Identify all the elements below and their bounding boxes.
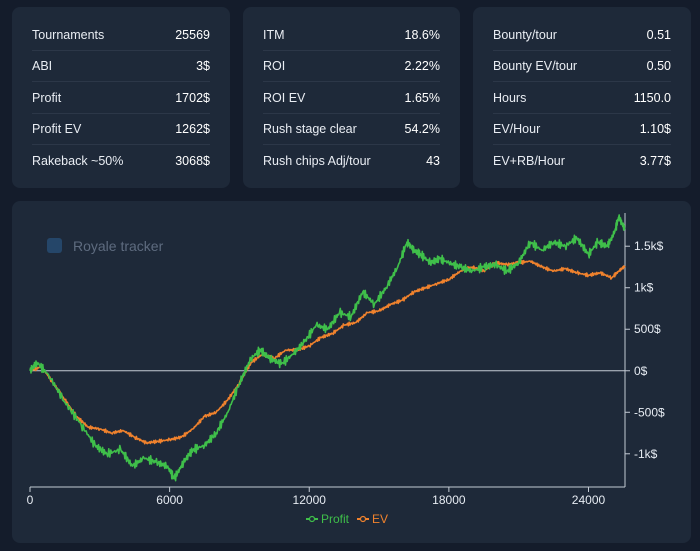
chart-legend: Profit EV — [306, 512, 388, 526]
x-tick-label: 0 — [27, 493, 34, 507]
stat-label: ROI EV — [263, 90, 306, 105]
stat-value: 1150.0 — [633, 90, 671, 105]
stat-label: Rakeback ~50% — [32, 153, 124, 168]
stat-label: Profit EV — [32, 121, 82, 136]
stat-value: 1.65% — [404, 90, 440, 105]
stat-value: 1702$ — [175, 90, 210, 105]
stat-value: 1.10$ — [639, 121, 671, 136]
stats-card-general: Tournaments 25569 ABI 3$ Profit 1702$ Profi… — [12, 7, 230, 188]
stat-row-roi-ev: ROI EV 1.65% — [263, 82, 440, 114]
stat-row-rush-stage: Rush stage clear 54.2% — [263, 113, 440, 145]
stat-row-ev-rb-hour: EV+RB/Hour 3.77$ — [493, 145, 671, 176]
y-tick-label: 1k$ — [634, 281, 654, 295]
stat-row-itm: ITM 18.6% — [263, 19, 440, 51]
stat-row-profit: Profit 1702$ — [32, 82, 210, 114]
stat-row-roi: ROI 2.22% — [263, 50, 440, 82]
x-tick-label: 6000 — [156, 493, 183, 507]
legend-label-profit: Profit — [321, 512, 350, 526]
y-tick-label: 0$ — [634, 364, 648, 378]
stat-label: EV/Hour — [493, 121, 541, 136]
stat-value: 3068$ — [175, 153, 210, 168]
stat-label: Rush chips Adj/tour — [263, 153, 371, 168]
x-tick-label: 18000 — [432, 493, 466, 507]
legend-item-ev[interactable]: EV — [357, 512, 388, 526]
stats-card-roi: ITM 18.6% ROI 2.22% ROI EV 1.65% Rush stage… — [243, 7, 460, 188]
stat-row-rush-chips: Rush chips Adj/tour 43 — [263, 145, 440, 176]
stat-value: 18.6% — [404, 27, 440, 42]
stat-value: 0.51 — [646, 27, 671, 42]
watermark-text: Royale tracker — [73, 238, 164, 254]
stats-card-bounty: Bounty/tour 0.51 Bounty EV/tour 0.50 Hours… — [473, 7, 691, 188]
stat-row-hours: Hours 1150.0 — [493, 82, 671, 114]
stat-row-tournaments: Tournaments 25569 — [32, 19, 210, 51]
legend-item-profit[interactable]: Profit — [306, 512, 350, 526]
profit-chart-card: Royale tracker 0 6000 12000 18000 24000 1.5k$… — [12, 201, 691, 543]
y-tick-label: -1k$ — [634, 447, 658, 461]
x-tick-label: 12000 — [293, 493, 327, 507]
stat-label: ROI — [263, 58, 286, 73]
stat-value: 0.50 — [646, 58, 671, 73]
series-line-ev — [29, 259, 626, 445]
stat-label: Tournaments — [32, 27, 105, 42]
stat-row-bounty-ev: Bounty EV/tour 0.50 — [493, 50, 671, 82]
stat-label: EV+RB/Hour — [493, 153, 565, 168]
stat-label: Bounty EV/tour — [493, 58, 578, 73]
stat-value: 2.22% — [404, 58, 440, 73]
y-tick-label: 500$ — [634, 322, 661, 336]
stat-value: 54.2% — [404, 121, 440, 136]
stat-label: Rush stage clear — [263, 121, 357, 136]
y-tick-label: 1.5k$ — [634, 239, 664, 253]
stat-value: 3.77$ — [639, 153, 671, 168]
stat-row-bounty: Bounty/tour 0.51 — [493, 19, 671, 51]
stat-label: ABI — [32, 58, 53, 73]
stat-value: 43 — [426, 153, 440, 168]
legend-label-ev: EV — [372, 512, 388, 526]
stat-value: 3$ — [196, 58, 210, 73]
x-tick-label: 24000 — [572, 493, 606, 507]
profit-chart: Royale tracker 0 6000 12000 18000 24000 1.5k$… — [27, 213, 665, 526]
stat-value: 25569 — [175, 27, 210, 42]
series-line-profit — [29, 214, 626, 482]
stat-row-rakeback: Rakeback ~50% 3068$ — [32, 145, 210, 176]
legend-marker-ev — [359, 515, 367, 523]
stat-label: Bounty/tour — [493, 27, 557, 42]
y-tick-label: -500$ — [634, 405, 665, 419]
stat-value: 1262$ — [175, 121, 210, 136]
stat-label: Hours — [493, 90, 527, 105]
stat-label: ITM — [263, 27, 285, 42]
stat-row-profit-ev: Profit EV 1262$ — [32, 113, 210, 145]
stat-row-abi: ABI 3$ — [32, 50, 210, 82]
tracker-logo-icon — [47, 238, 62, 253]
watermark: Royale tracker — [47, 238, 164, 254]
legend-marker-profit — [308, 515, 316, 523]
stat-row-ev-hour: EV/Hour 1.10$ — [493, 113, 671, 145]
stat-label: Profit — [32, 90, 62, 105]
